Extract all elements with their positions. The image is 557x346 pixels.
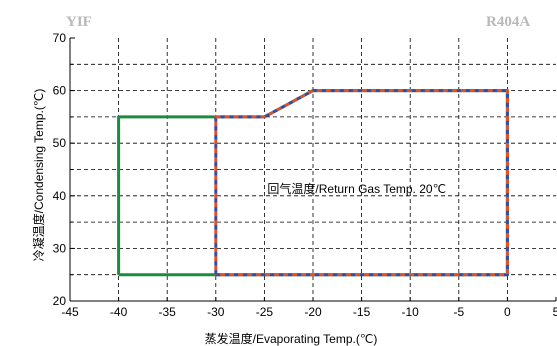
y-axis-label: 冷凝温度/Condensing Temp.(℃) <box>31 89 46 262</box>
x-tick-label-3: -30 <box>207 305 225 319</box>
series-group <box>117 89 509 277</box>
tick-labels: -45 -40 -35 -30 -25 -20 -15 -10 -5 0 5 20 30 40 50 60 70 <box>53 31 557 319</box>
y-tick-label-5: 70 <box>53 31 67 45</box>
x-axis-label: 蒸发温度/Evaporating Temp.(℃) <box>205 331 378 346</box>
x-tick-label-9: 0 <box>504 305 511 319</box>
x-tick-label-6: -15 <box>353 305 371 319</box>
x-tick-label-5: -20 <box>304 305 322 319</box>
x-tick-label-1: -40 <box>110 305 128 319</box>
annotation-return-gas: 回气温度/Return Gas Temp. 20℃ <box>267 181 446 196</box>
y-tick-label-0: 20 <box>53 294 67 308</box>
y-tick-label-4: 60 <box>53 84 67 98</box>
x-tick-label-4: -25 <box>256 305 274 319</box>
axes <box>69 37 557 302</box>
x-tick-label-0: -45 <box>61 305 79 319</box>
y-tick-label-1: 30 <box>53 241 67 255</box>
header-right-title: R404A <box>486 14 530 30</box>
x-tick-label-10: 5 <box>553 305 557 319</box>
x-tick-label-2: -35 <box>159 305 177 319</box>
y-tick-label-2: 40 <box>53 189 67 203</box>
x-tick-label-7: -10 <box>402 305 420 319</box>
grid <box>70 38 556 301</box>
header-left-title: YIF <box>66 14 92 30</box>
series-1-line-b <box>214 89 509 277</box>
y-tick-label-3: 50 <box>53 136 67 150</box>
x-tick-label-8: -5 <box>453 305 464 319</box>
